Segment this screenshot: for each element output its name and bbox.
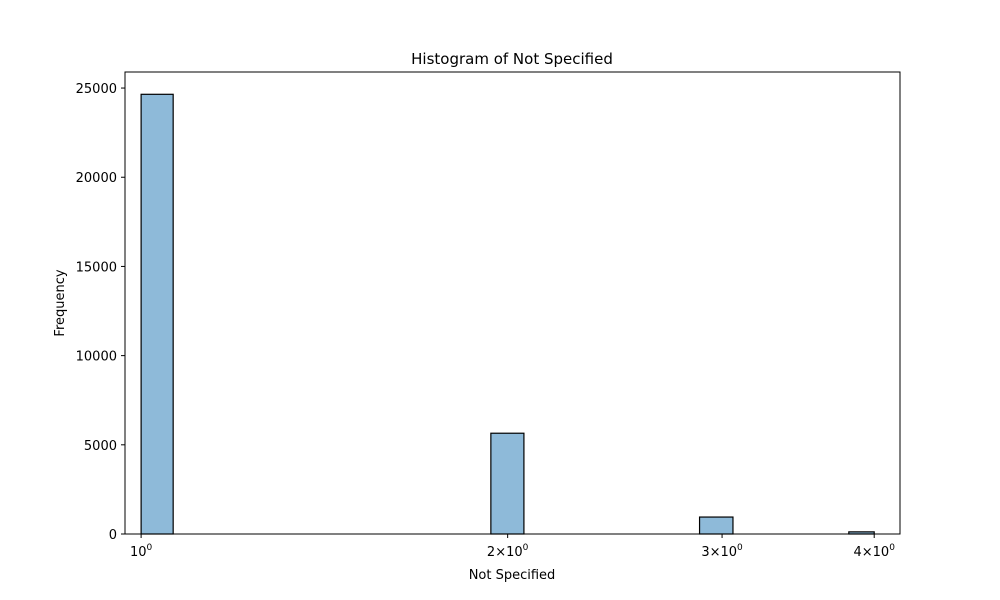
chart-title: Histogram of Not Specified — [411, 50, 613, 68]
x-tick-label-1: 100 — [130, 543, 153, 560]
x-axis-ticks: 100 2×100 3×100 4×100 — [130, 534, 895, 560]
x-tick-label-2: 2×100 — [487, 543, 529, 560]
y-tick-label-4: 15000 — [76, 260, 117, 275]
histogram-bar-2 — [490, 432, 525, 535]
histogram-bar-1 — [140, 93, 174, 535]
y-axis-ticks: 0 5000 10000 15000 20000 25000 — [76, 82, 125, 543]
y-tick-label-3: 10000 — [76, 350, 117, 365]
plot-frame — [124, 71, 901, 535]
y-axis-label: Frequency — [53, 269, 68, 336]
y-tick-label-1: 0 — [109, 528, 117, 543]
y-tick-label-5: 20000 — [76, 171, 117, 186]
y-tick-label-6: 25000 — [76, 82, 117, 97]
y-tick-label-2: 5000 — [84, 439, 117, 454]
x-axis-label: Not Specified — [469, 568, 556, 583]
x-tick-label-3: 3×100 — [701, 543, 743, 560]
x-tick-label-4: 4×100 — [853, 543, 895, 560]
bars-layer — [140, 93, 875, 535]
histogram-bar-3 — [698, 516, 734, 535]
